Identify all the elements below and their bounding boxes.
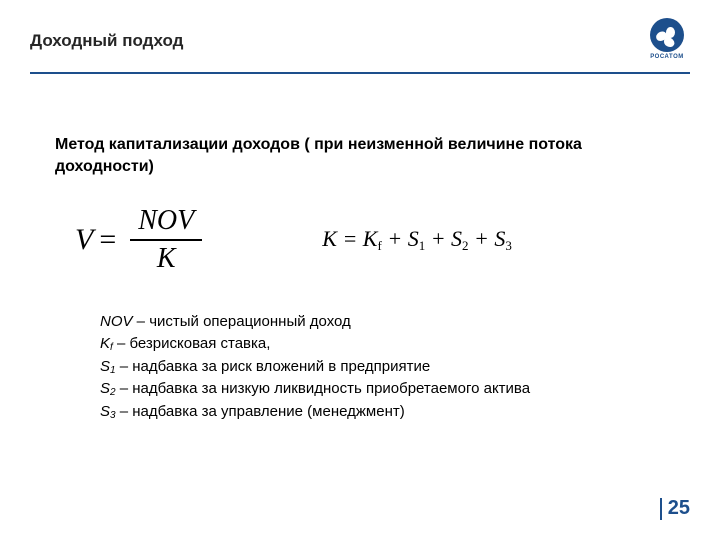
- page-number: 25: [668, 497, 690, 520]
- logo-label: РОСАТОМ: [650, 54, 684, 60]
- definition-item: NOV – чистый операционный доход: [100, 311, 665, 334]
- formula-v-lhs: V: [75, 223, 93, 257]
- content: Метод капитализации доходов ( при неизме…: [0, 74, 720, 423]
- formulas-row: V = NOV K K = Kf + S1 + S2 + S3: [55, 205, 665, 275]
- fraction-numerator: NOV: [130, 205, 202, 239]
- definition-item: S1 – надбавка за риск вложений в предпри…: [100, 356, 665, 379]
- rosatom-logo: РОСАТОМ: [644, 18, 690, 64]
- page-title: Доходный подход: [30, 31, 183, 51]
- fraction: NOV K: [130, 205, 202, 275]
- logo-icon: [650, 18, 684, 52]
- method-title: Метод капитализации доходов ( при неизме…: [55, 134, 665, 177]
- formula-v: V = NOV K: [75, 205, 202, 275]
- page-number-bar: [660, 498, 662, 520]
- definition-item: S3 – надбавка за управление (менеджмент): [100, 401, 665, 424]
- fraction-denominator: K: [149, 241, 184, 275]
- equals-sign: =: [99, 223, 116, 257]
- formula-k: K = Kf + S1 + S2 + S3: [322, 226, 512, 254]
- definition-item: S2 – надбавка за низкую ликвидность прио…: [100, 378, 665, 401]
- header: Доходный подход РОСАТОМ: [0, 0, 720, 72]
- definition-item: Kf – безрисковая ставка,: [100, 333, 665, 356]
- definitions-list: NOV – чистый операционный доход Kf – без…: [55, 311, 665, 424]
- page-number-box: 25: [660, 497, 690, 520]
